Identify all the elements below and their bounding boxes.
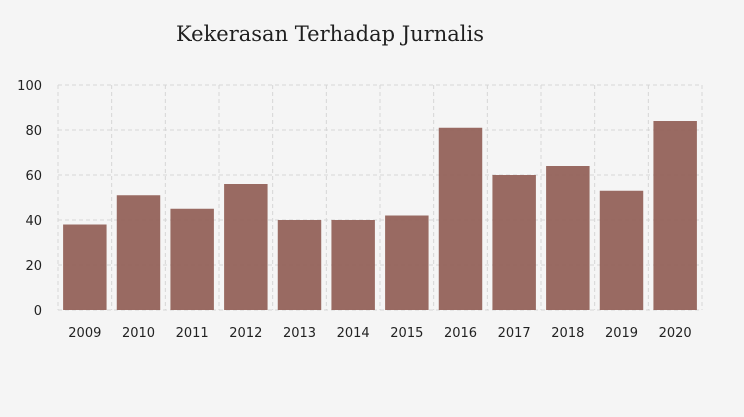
y-tick-label: 0 (34, 304, 42, 319)
x-tick-label: 2019 (605, 326, 638, 341)
x-tick-label: 2014 (337, 326, 370, 341)
x-tick-label: 2012 (229, 326, 262, 341)
bar-2017 (492, 175, 536, 310)
bar-2014 (331, 220, 375, 310)
bar-2020 (653, 121, 697, 310)
bar-2012 (224, 184, 268, 310)
x-tick-label: 2009 (68, 326, 101, 341)
bar-2016 (438, 127, 483, 310)
x-axis-ticks: 2009 2010 2011 2012 2013 2014 2015 2016 2017 2018… (68, 326, 691, 341)
y-tick-label: 60 (25, 169, 42, 184)
bar-2013 (277, 220, 322, 310)
y-tick-label: 80 (25, 124, 42, 139)
x-tick-label: 2016 (444, 326, 477, 341)
bar-2015 (385, 215, 429, 310)
bar-2019 (599, 190, 644, 310)
bars (63, 121, 697, 310)
x-tick-label: 2020 (659, 326, 692, 341)
bar-2010 (116, 195, 161, 310)
x-tick-label: 2015 (390, 326, 423, 341)
y-axis-ticks: 0 20 40 60 80 100 (17, 79, 42, 319)
x-tick-label: 2013 (283, 326, 316, 341)
y-tick-label: 40 (25, 214, 42, 229)
bar-2009 (63, 224, 107, 310)
x-tick-label: 2018 (551, 326, 584, 341)
x-tick-label: 2011 (176, 326, 209, 341)
chart-title: Kekerasan Terhadap Jurnalis (176, 22, 484, 46)
bar-2011 (170, 208, 214, 310)
y-tick-label: 20 (25, 259, 42, 274)
y-tick-label: 100 (17, 79, 42, 94)
x-tick-label: 2017 (498, 326, 531, 341)
x-tick-label: 2010 (122, 326, 155, 341)
grid (57, 84, 703, 311)
bar-2018 (546, 166, 590, 310)
